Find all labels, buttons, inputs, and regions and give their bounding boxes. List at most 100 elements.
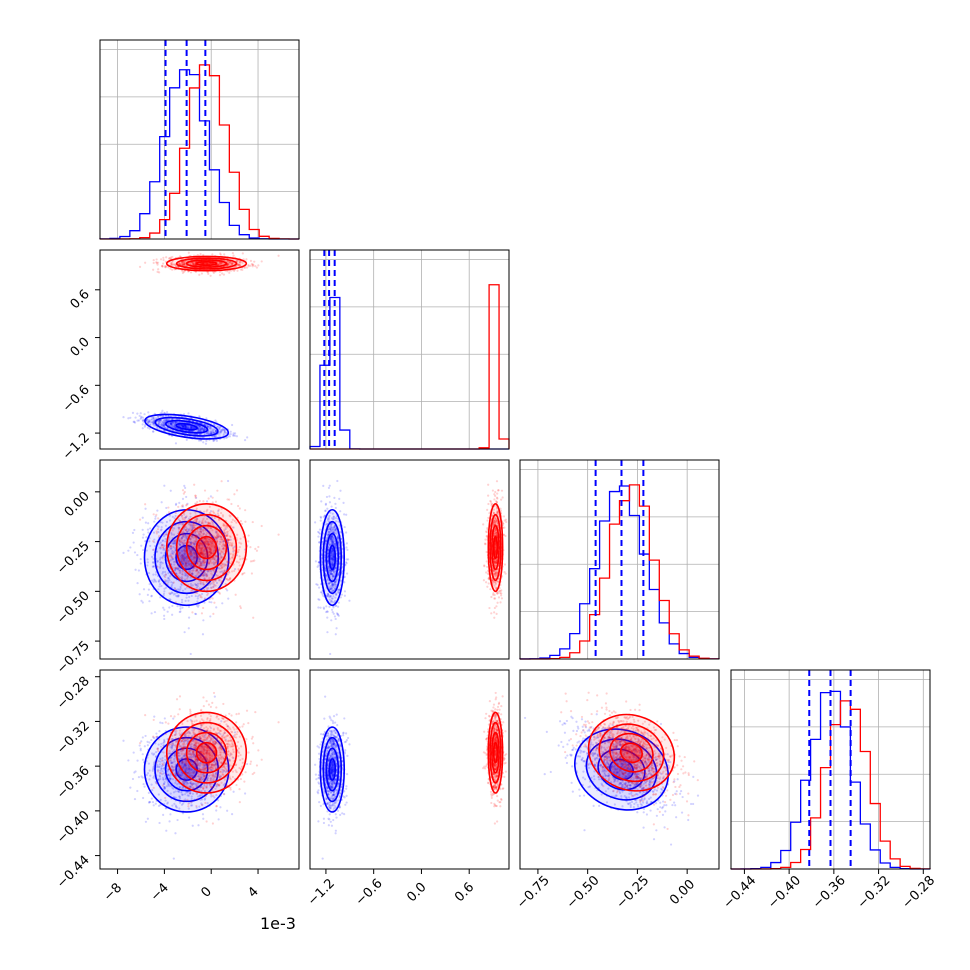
scatter-point bbox=[162, 533, 165, 536]
scatter-point bbox=[314, 560, 317, 563]
scatter-point bbox=[318, 528, 322, 531]
scatter-point bbox=[317, 530, 320, 534]
scatter-point bbox=[345, 531, 348, 534]
y-tick-label: 0.00 bbox=[62, 489, 93, 520]
scatter-point bbox=[206, 592, 210, 595]
scatter-point bbox=[333, 496, 336, 499]
y-tick-label: −0.6 bbox=[60, 383, 93, 416]
panel-2-1 bbox=[309, 459, 510, 660]
scatter-point bbox=[161, 420, 164, 424]
scatter-point bbox=[162, 256, 165, 259]
scatter-point bbox=[202, 619, 205, 622]
scatter-point bbox=[150, 612, 153, 615]
scatter-point bbox=[171, 604, 174, 608]
scatter-point bbox=[137, 569, 141, 572]
scatter-point bbox=[148, 600, 151, 603]
scatter-point bbox=[156, 263, 159, 266]
scatter-point bbox=[334, 502, 337, 505]
scatter-point bbox=[127, 417, 130, 420]
scatter-point bbox=[203, 597, 207, 600]
scatter-point bbox=[159, 258, 163, 261]
scatter-point bbox=[241, 572, 244, 575]
scatter-point bbox=[207, 430, 211, 434]
scatter-point bbox=[500, 489, 504, 492]
scatter-point bbox=[164, 573, 167, 576]
scatter-point bbox=[253, 260, 256, 263]
scatter-point bbox=[158, 427, 161, 430]
scatter-point bbox=[171, 613, 174, 616]
scatter-point bbox=[163, 617, 166, 621]
scatter-point bbox=[167, 506, 170, 509]
scatter-point bbox=[166, 423, 169, 426]
scatter-point bbox=[317, 606, 320, 609]
scatter-point bbox=[209, 597, 212, 600]
scatter-point bbox=[161, 543, 164, 546]
scatter-point bbox=[215, 439, 218, 442]
scatter-point bbox=[201, 427, 204, 430]
scatter-point bbox=[237, 504, 240, 508]
scatter-point bbox=[145, 536, 148, 539]
scatter-point bbox=[186, 424, 189, 427]
scatter-point bbox=[163, 614, 166, 617]
scatter-point bbox=[183, 425, 186, 428]
scatter-point bbox=[216, 425, 220, 428]
scatter-point bbox=[326, 610, 329, 613]
scatter-point bbox=[175, 502, 178, 505]
scatter-point bbox=[215, 430, 218, 433]
scatter-point bbox=[337, 601, 340, 604]
scatter-point bbox=[330, 505, 333, 508]
scatter-point bbox=[200, 596, 203, 599]
scatter-point bbox=[317, 586, 321, 589]
scatter-point bbox=[487, 502, 490, 506]
scatter-point bbox=[345, 546, 348, 549]
scatter-point bbox=[168, 418, 171, 421]
scatter-point bbox=[139, 562, 142, 565]
scatter-point bbox=[171, 424, 174, 427]
scatter-point bbox=[170, 423, 173, 426]
panel-background bbox=[100, 250, 299, 449]
scatter-point bbox=[239, 606, 242, 610]
scatter-point bbox=[158, 535, 161, 538]
scatter-point bbox=[184, 486, 187, 490]
scatter-point bbox=[144, 507, 147, 510]
scatter-point bbox=[487, 483, 490, 486]
scatter-point bbox=[166, 610, 169, 613]
scatter-point bbox=[230, 502, 233, 506]
scatter-point bbox=[144, 521, 148, 524]
scatter-point bbox=[494, 490, 497, 494]
scatter-point bbox=[251, 263, 254, 266]
scatter-point bbox=[317, 535, 320, 538]
scatter-point bbox=[174, 601, 177, 604]
scatter-point bbox=[201, 428, 204, 431]
scatter-point bbox=[149, 420, 152, 423]
scatter-point bbox=[165, 582, 168, 585]
scatter-point bbox=[172, 581, 175, 584]
scatter-point bbox=[322, 607, 326, 610]
y-tick-label: −0.50 bbox=[54, 589, 93, 628]
scatter-point bbox=[141, 427, 144, 430]
scatter-point bbox=[206, 431, 209, 434]
scatter-point bbox=[144, 503, 147, 506]
scatter-point bbox=[230, 423, 234, 427]
scatter-point bbox=[257, 264, 260, 267]
scatter-point bbox=[319, 606, 322, 609]
scatter-point bbox=[162, 606, 165, 609]
scatter-point bbox=[318, 598, 321, 601]
scatter-point bbox=[194, 496, 197, 499]
scatter-point bbox=[333, 615, 337, 618]
scatter-point bbox=[226, 479, 230, 483]
scatter-point bbox=[326, 616, 329, 619]
scatter-point bbox=[231, 251, 234, 255]
scatter-point bbox=[199, 429, 202, 432]
scatter-point bbox=[211, 253, 214, 256]
scatter-point bbox=[277, 533, 280, 536]
scatter-point bbox=[191, 590, 194, 593]
y-tick-label: −0.25 bbox=[54, 539, 93, 578]
scatter-point bbox=[260, 260, 263, 263]
scatter-point bbox=[494, 494, 497, 497]
scatter-point bbox=[136, 419, 139, 422]
scatter-point bbox=[343, 594, 347, 597]
scatter-point bbox=[143, 425, 146, 428]
scatter-point bbox=[141, 536, 145, 539]
